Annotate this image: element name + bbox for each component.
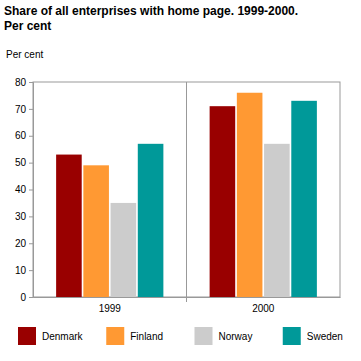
legend-item: Denmark <box>18 327 84 345</box>
y-tick-mark <box>29 216 33 217</box>
bar <box>111 203 137 297</box>
bar <box>138 144 164 297</box>
legend-item: Sweden <box>283 327 343 345</box>
y-tick: 50 <box>15 157 33 168</box>
bar <box>56 155 82 297</box>
x-tick-label: 1999 <box>99 303 122 314</box>
legend-item: Norway <box>195 327 253 345</box>
legend-swatch <box>283 327 301 345</box>
x-tick-label: 2000 <box>252 303 275 314</box>
bar <box>210 106 236 297</box>
y-tick-label: 20 <box>15 238 27 249</box>
legend-swatch <box>18 327 36 345</box>
legend: Denmark Finland Norway Sweden <box>18 327 343 345</box>
chart: Share of all enterprises with home page.… <box>0 0 361 361</box>
y-tick-label: 60 <box>15 130 27 141</box>
y-tick-mark <box>29 243 33 244</box>
y-tick-mark <box>29 297 33 298</box>
y-tick-label: 40 <box>15 184 27 195</box>
legend-label: Norway <box>219 331 253 342</box>
bar <box>83 165 109 297</box>
y-tick: 60 <box>15 130 33 141</box>
y-axis-title: Per cent <box>6 49 43 60</box>
subtitle: Per cent <box>4 19 51 33</box>
y-tick-label: 30 <box>15 211 27 222</box>
bar <box>264 144 290 297</box>
y-axis: 0 10 20 30 40 50 60 70 80 <box>15 77 34 303</box>
y-tick: 10 <box>15 265 33 276</box>
y-tick-label: 70 <box>15 104 27 115</box>
plot: 0 10 20 30 40 50 60 70 80 1999 2000 <box>15 77 341 314</box>
y-tick: 70 <box>15 104 33 115</box>
legend-label: Sweden <box>307 331 343 342</box>
y-tick-label: 10 <box>15 265 27 276</box>
y-tick: 20 <box>15 238 33 249</box>
y-tick-mark <box>29 163 33 164</box>
y-tick-mark <box>29 82 33 83</box>
y-tick: 0 <box>20 292 33 303</box>
y-tick-label: 0 <box>20 292 26 303</box>
y-tick-mark <box>29 136 33 137</box>
legend-label: Finland <box>130 331 163 342</box>
group-separator <box>186 82 187 302</box>
legend-label: Denmark <box>42 331 84 342</box>
legend-swatch <box>106 327 124 345</box>
legend-item: Finland <box>106 327 163 345</box>
y-tick-label: 80 <box>15 77 27 88</box>
y-tick-mark <box>29 190 33 191</box>
x-tick: 2000 <box>252 297 275 314</box>
x-axis: 1999 2000 <box>34 297 341 314</box>
bars <box>56 93 317 297</box>
y-tick: 30 <box>15 211 33 222</box>
title: Share of all enterprises with home page.… <box>4 4 298 18</box>
x-tick: 1999 <box>99 297 122 314</box>
y-tick-label: 50 <box>15 157 27 168</box>
bar <box>237 93 263 297</box>
y-tick: 40 <box>15 184 33 195</box>
y-tick: 80 <box>15 77 33 88</box>
x-axis-line <box>34 297 341 298</box>
bar <box>291 101 317 297</box>
y-tick-mark <box>29 270 33 271</box>
legend-swatch <box>195 327 213 345</box>
y-axis-line <box>29 83 34 298</box>
y-tick-mark <box>29 109 33 110</box>
